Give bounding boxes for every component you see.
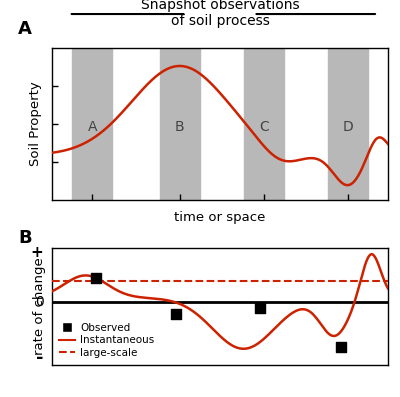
Bar [72, 48, 112, 200]
Point [257, 305, 264, 312]
Legend: Observed, Instantaneous, large-scale: Observed, Instantaneous, large-scale [57, 321, 156, 360]
Text: -: - [36, 349, 44, 366]
Point [92, 274, 99, 281]
Bar [328, 48, 368, 200]
Text: C: C [259, 120, 268, 134]
Text: Snapshot observations
of soil process: Snapshot observations of soil process [141, 0, 299, 28]
Text: A: A [88, 120, 97, 134]
Point [173, 311, 180, 318]
Text: B: B [175, 120, 184, 134]
Point [338, 343, 344, 350]
X-axis label: time or space: time or space [174, 211, 266, 224]
Text: B: B [18, 229, 32, 247]
Text: A: A [18, 20, 32, 38]
Bar [160, 48, 200, 200]
Text: 0: 0 [35, 295, 44, 308]
Text: +: + [31, 245, 44, 260]
Y-axis label: Soil Property: Soil Property [28, 82, 42, 166]
Y-axis label: rate of change: rate of change [34, 258, 46, 355]
Bar [244, 48, 284, 200]
Text: D: D [342, 120, 353, 134]
